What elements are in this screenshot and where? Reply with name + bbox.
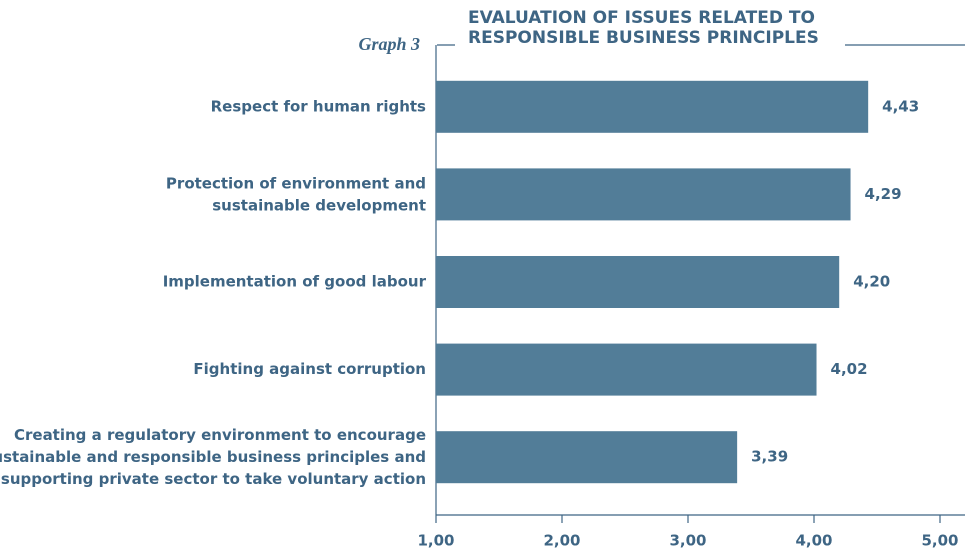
x-tick-label: 3,00 (669, 532, 706, 550)
value-label: 4,20 (853, 273, 890, 291)
y-tick-label: Implementation of good labour (163, 273, 427, 291)
bar (436, 431, 738, 484)
graph-label: Graph 3 (358, 34, 420, 54)
x-tick-label: 4,00 (795, 532, 832, 550)
chart-title: EVALUATION OF ISSUES RELATED TO RESPONSIB… (468, 8, 819, 48)
bar (436, 256, 840, 308)
value-label: 3,39 (751, 448, 788, 466)
y-tick-label: Protection of environment and sustainable… (166, 174, 426, 214)
value-label: 4,29 (865, 185, 902, 203)
bar (436, 168, 851, 221)
x-tick-label: 5,00 (921, 532, 958, 550)
y-tick-label: Respect for human rights (211, 97, 426, 115)
x-tick-label: 2,00 (543, 532, 580, 550)
x-tick-label: 1,00 (417, 532, 454, 550)
bar (436, 80, 869, 133)
value-label: 4,43 (882, 97, 919, 115)
y-tick-label: Fighting against corruption (193, 360, 426, 378)
y-tick-label: Creating a regulatory environment to enc… (0, 426, 426, 488)
bar (436, 343, 817, 396)
value-label: 4,02 (831, 360, 868, 378)
